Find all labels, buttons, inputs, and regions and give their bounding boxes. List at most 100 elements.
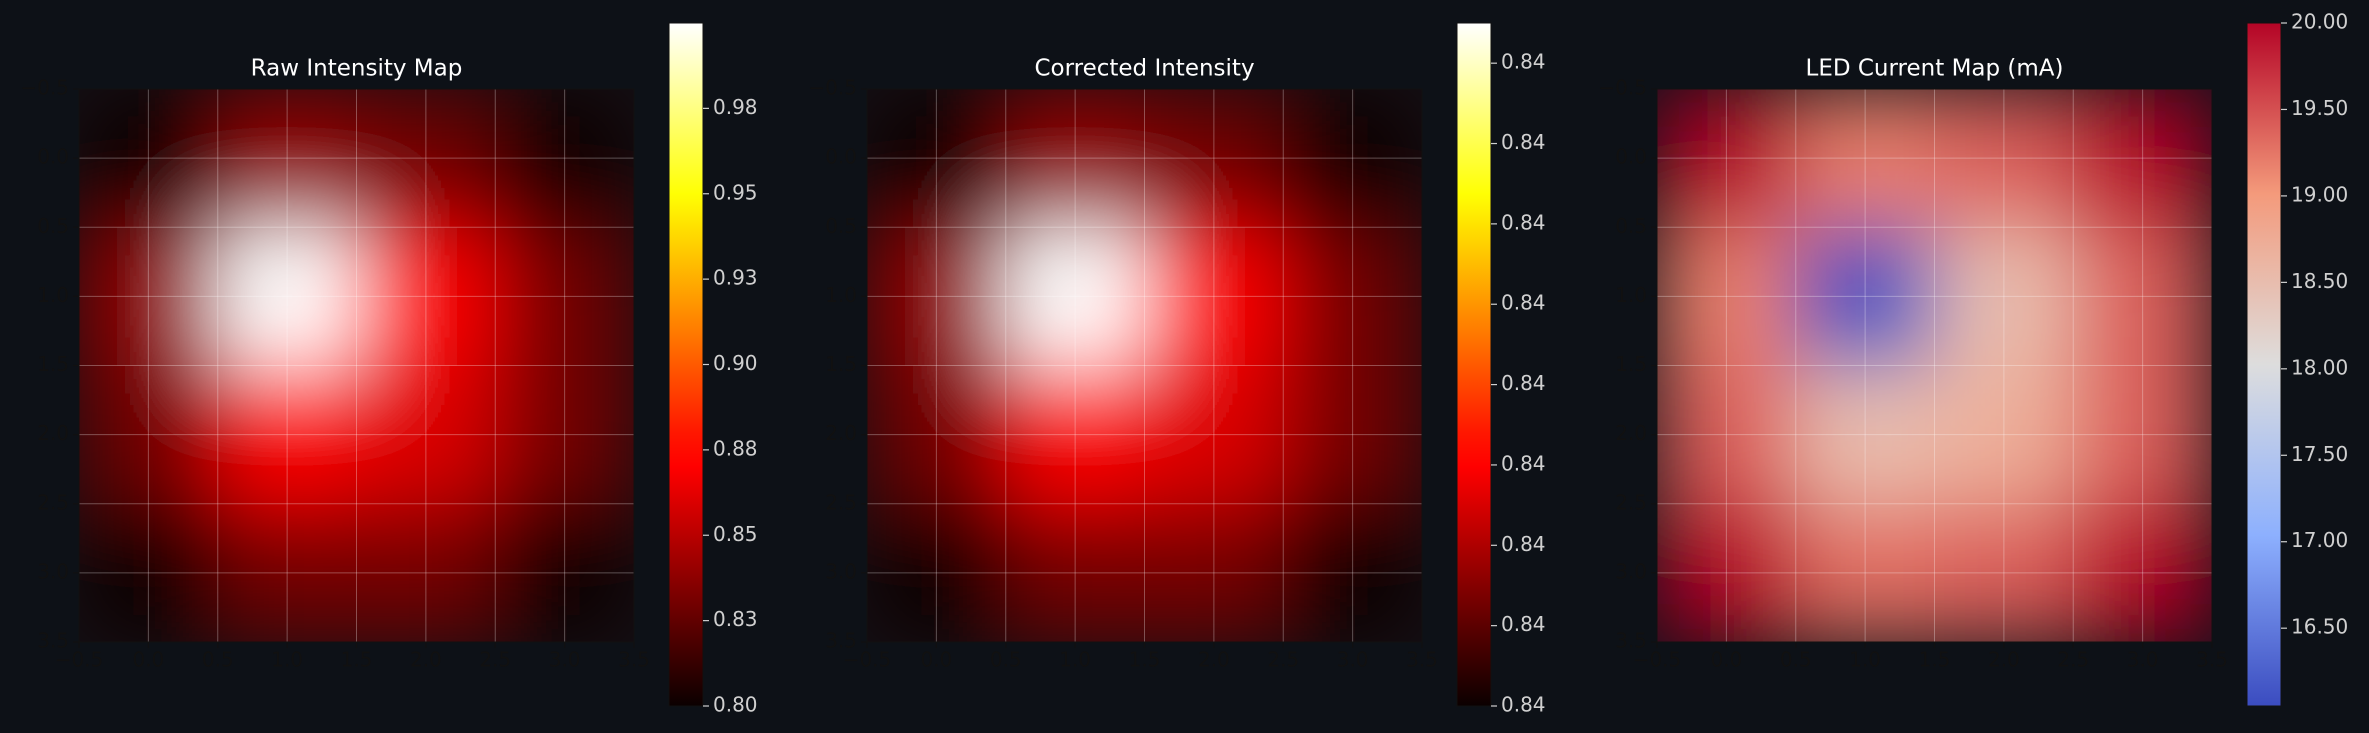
heatmap-cell: [495, 89, 635, 228]
y-tick-label: 1.0: [1615, 283, 1647, 307]
colorbar-tick-label: 0.80: [713, 693, 758, 717]
colorbar-tick-label: 0.84: [1501, 371, 1546, 395]
y-tick-label: 3.5: [37, 629, 69, 653]
y-tick-label: 1.0: [37, 283, 69, 307]
heatmap-cell: [2073, 365, 2213, 505]
y-tick-label: 1.5: [1615, 352, 1647, 376]
x-tick-label: 0.0: [132, 648, 164, 672]
colorbar-tick-label: 18.50: [2291, 269, 2348, 293]
y-tick-label: 0.0: [825, 145, 857, 169]
heatmap-cell: [356, 503, 496, 643]
heatmap-cell: [867, 365, 1007, 505]
heatmap-cell: [495, 503, 635, 643]
colorbar-tick-label: 17.00: [2291, 528, 2348, 552]
heatmap-cell: [79, 503, 219, 643]
x-tick-label: 2.0: [1198, 648, 1230, 672]
heatmap-cells: [1657, 89, 2213, 643]
x-tick-label: 1.5: [1129, 648, 1161, 672]
heatmap-cells: [867, 89, 1423, 643]
x-tick-label: 3.0: [1337, 648, 1369, 672]
heatmap-cell: [79, 89, 219, 228]
y-tick-label: 0.5: [1615, 214, 1647, 238]
x-tick-label: 3.0: [2127, 648, 2159, 672]
y-tick-label: −0.5: [808, 76, 857, 100]
heatmap-cell: [1144, 503, 1284, 643]
colorbar-tick-label: 0.85: [713, 522, 758, 546]
heatmap-cell: [495, 365, 635, 505]
y-tick-label: 0.5: [37, 214, 69, 238]
heatmap-cell: [1283, 227, 1423, 366]
heatmap-cell: [1005, 365, 1145, 505]
heatmap-cell: [867, 89, 1007, 228]
colorbar-tick-label: 20.00: [2291, 10, 2348, 34]
x-tick-label: 0.0: [920, 648, 952, 672]
colorbar-tick-label: 0.84: [1501, 532, 1546, 556]
plot-frame: [1656, 88, 2213, 643]
heatmap-cells: [79, 89, 635, 643]
x-tick-label: −0.5: [843, 648, 892, 672]
x-tick-label: 0.5: [990, 648, 1022, 672]
heatmap-cell: [2073, 227, 2213, 366]
heatmap-cell: [217, 89, 357, 228]
colorbar-tick-label: 0.84: [1501, 130, 1546, 154]
heatmap-cell: [1795, 503, 1935, 643]
colorbar-tick-label: 0.88: [713, 436, 758, 460]
heatmap-cell: [217, 227, 357, 366]
y-tick-label: −0.5: [1598, 76, 1647, 100]
y-tick-label: 0.0: [1615, 145, 1647, 169]
y-tick-label: 1.0: [825, 283, 857, 307]
heatmap-cell: [2073, 503, 2213, 643]
chart-title: LED Current Map (mA): [1806, 56, 2064, 82]
heatmap-cell: [1283, 89, 1423, 228]
x-tick-label: 0.5: [202, 648, 234, 672]
x-tick-label: 2.0: [1988, 648, 2020, 672]
heatmap-cell: [1934, 365, 2074, 505]
heatmap-cell: [1795, 365, 1935, 505]
colorbar-tick-label: 0.95: [713, 180, 758, 204]
colorbar: [2246, 22, 2282, 707]
colorbar-tick-label: 19.50: [2291, 96, 2348, 120]
colorbar-tick-label: 0.84: [1501, 693, 1546, 717]
y-tick-label: 3.5: [1615, 629, 1647, 653]
heatmap-cell: [867, 503, 1007, 643]
heatmap-cell: [1005, 227, 1145, 366]
y-tick-label: 1.5: [37, 352, 69, 376]
heatmap-cell: [79, 227, 219, 366]
heatmap-cell: [1283, 503, 1423, 643]
y-tick-label: 2.5: [37, 490, 69, 514]
heatmap-cell: [1144, 89, 1284, 228]
heatmap-cell: [79, 365, 219, 505]
colorbar-tick-label: 0.84: [1501, 291, 1546, 315]
x-tick-label: 0.5: [1780, 648, 1812, 672]
heatmap-cell: [217, 365, 357, 505]
heatmap-cell: [1934, 227, 2074, 366]
x-tick-label: 3.0: [549, 648, 581, 672]
heatmap-cell: [1657, 89, 1797, 228]
plot-frame: [866, 88, 1423, 643]
x-tick-label: 3.5: [2196, 648, 2228, 672]
y-tick-label: 3.0: [37, 559, 69, 583]
x-tick-label: 3.5: [618, 648, 650, 672]
heatmap-cell: [1144, 365, 1284, 505]
y-tick-label: 0.5: [825, 214, 857, 238]
x-tick-label: 1.5: [341, 648, 373, 672]
y-tick-label: 3.0: [825, 559, 857, 583]
heatmap-panel: Raw Intensity Map −0.5 0.0 0.5 1.0 1.5 2.0 2.5 3…: [20, 22, 758, 717]
colorbar-tick-label: 0.84: [1501, 50, 1546, 74]
heatmap-cell: [1657, 227, 1797, 366]
colorbar-tick-label: 0.93: [713, 266, 758, 290]
x-tick-label: 1.5: [1919, 648, 1951, 672]
colorbar: [1456, 22, 1492, 707]
x-tick-label: 1.0: [1849, 648, 1881, 672]
colorbar: [668, 22, 704, 707]
heatmap-cell: [356, 227, 496, 366]
y-tick-label: 0.0: [37, 145, 69, 169]
heatmap-cell: [217, 503, 357, 643]
colorbar-tick-label: 0.84: [1501, 612, 1546, 636]
heatmap-cell: [1934, 89, 2074, 228]
heatmap-cell: [2073, 89, 2213, 228]
x-tick-label: 2.0: [410, 648, 442, 672]
y-tick-label: 2.0: [1615, 421, 1647, 445]
